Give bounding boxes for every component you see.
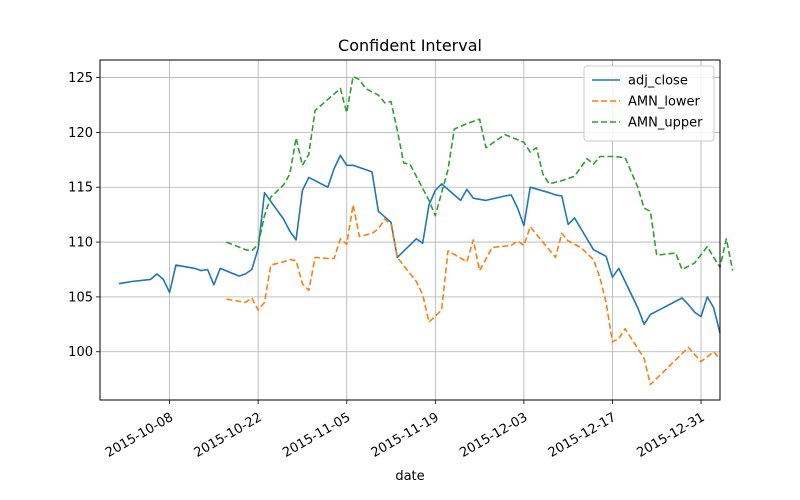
series-line-adj-close	[118, 154, 721, 334]
chart-title: Confident Interval	[338, 36, 482, 55]
legend-label: AMN_lower	[628, 95, 701, 110]
legend: adj_close AMN_lower AMN_upper	[583, 65, 715, 142]
y-tick-label: 115	[68, 181, 93, 196]
legend-label: AMN_upper	[628, 116, 703, 131]
plot-frame	[99, 59, 721, 401]
y-tick-label: 110	[68, 236, 93, 251]
legend-label: adj_close	[628, 74, 688, 89]
y-tick-label: 120	[68, 126, 93, 141]
series-layer	[118, 75, 734, 386]
series-line-amn-lower	[226, 204, 721, 386]
y-tick-label: 125	[68, 71, 93, 86]
series-line-amn-upper	[226, 75, 734, 271]
legend-box	[583, 65, 715, 142]
y-tick-label: 105	[68, 290, 93, 305]
x-axis-label: date	[395, 469, 424, 484]
grid	[100, 60, 720, 400]
y-axis-ticks: 100 105 110 115 120 125	[68, 71, 100, 360]
y-tick-label: 100	[68, 345, 93, 360]
